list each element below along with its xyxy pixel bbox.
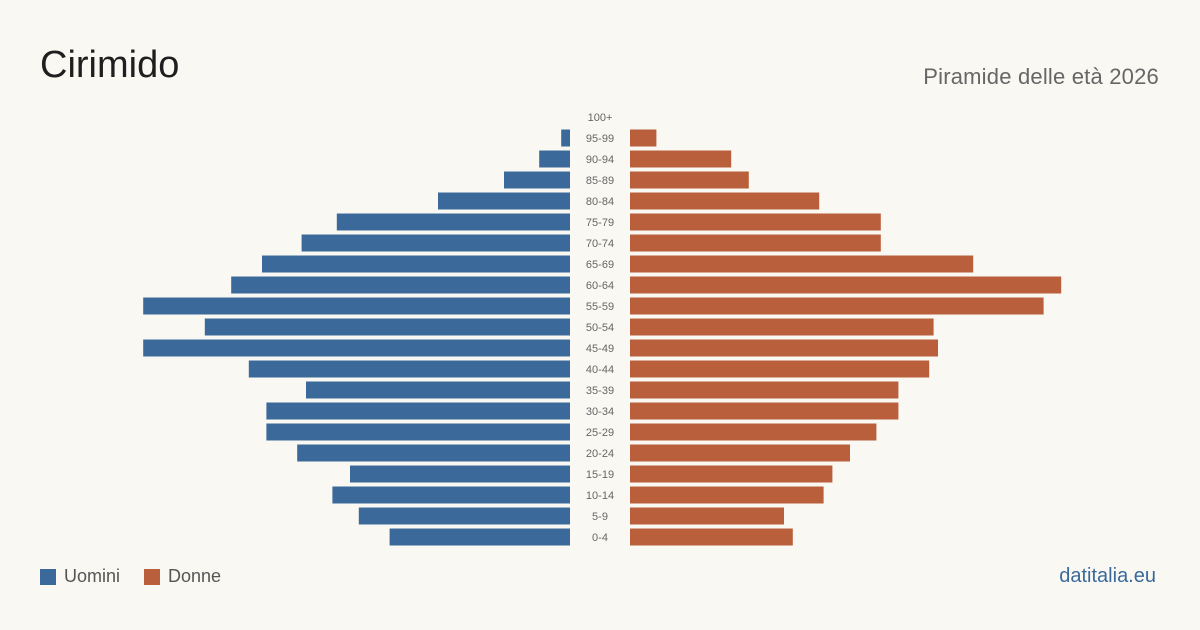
- legend: Uomini Donne: [40, 566, 245, 587]
- age-label-55-59: 55-59: [586, 301, 614, 313]
- bar-women-30-34: [630, 402, 899, 420]
- age-label-30-34: 30-34: [586, 406, 614, 418]
- bar-women-25-29: [630, 423, 877, 441]
- age-label-40-44: 40-44: [586, 364, 614, 376]
- bar-men-35-39: [306, 381, 570, 399]
- bar-men-5-9: [358, 507, 570, 525]
- age-label-95-99: 95-99: [586, 133, 614, 145]
- bar-women-55-59: [630, 297, 1044, 315]
- bar-women-90-94: [630, 150, 732, 168]
- age-label-100+: 100+: [588, 112, 613, 124]
- bar-men-0-4: [389, 528, 570, 546]
- bar-men-95-99: [561, 129, 570, 147]
- bar-men-80-84: [438, 192, 570, 210]
- age-label-20-24: 20-24: [586, 448, 614, 460]
- legend-label-women: Donne: [168, 566, 222, 586]
- age-label-90-94: 90-94: [586, 154, 614, 166]
- legend-item-men: Uomini: [40, 566, 120, 587]
- bar-men-60-64: [231, 276, 570, 294]
- age-label-5-9: 5-9: [592, 511, 608, 523]
- age-label-15-19: 15-19: [586, 469, 614, 481]
- bar-men-45-49: [143, 339, 570, 357]
- legend-swatch-women: [144, 568, 161, 585]
- age-label-10-14: 10-14: [586, 490, 614, 502]
- age-label-60-64: 60-64: [586, 280, 614, 292]
- bar-women-95-99: [630, 129, 657, 147]
- bar-women-15-19: [630, 465, 833, 483]
- legend-swatch-men: [40, 568, 56, 585]
- bar-women-75-79: [630, 213, 881, 231]
- chart-title: Cirimido: [40, 44, 180, 86]
- age-label-0-4: 0-4: [592, 532, 608, 544]
- bar-men-20-24: [297, 444, 570, 462]
- bar-men-50-54: [204, 318, 571, 336]
- bar-women-5-9: [630, 507, 784, 525]
- bar-women-40-44: [630, 360, 930, 378]
- age-label-45-49: 45-49: [586, 343, 614, 355]
- age-label-75-79: 75-79: [586, 217, 614, 229]
- age-label-50-54: 50-54: [586, 322, 614, 334]
- bar-men-85-89: [504, 171, 570, 189]
- age-label-85-89: 85-89: [586, 175, 614, 187]
- bar-men-70-74: [301, 234, 570, 252]
- bar-women-45-49: [630, 339, 938, 357]
- age-label-65-69: 65-69: [586, 259, 614, 271]
- age-label-25-29: 25-29: [586, 427, 614, 439]
- bar-men-15-19: [350, 465, 570, 483]
- age-label-80-84: 80-84: [586, 196, 614, 208]
- bar-women-20-24: [630, 444, 850, 462]
- age-label-35-39: 35-39: [586, 385, 614, 397]
- bar-men-40-44: [248, 360, 571, 378]
- age-label-70-74: 70-74: [586, 238, 614, 250]
- bar-women-60-64: [630, 276, 1062, 294]
- bar-men-90-94: [539, 150, 570, 168]
- bar-women-10-14: [630, 486, 824, 504]
- bar-men-75-79: [336, 213, 570, 231]
- bar-women-80-84: [630, 192, 820, 210]
- bar-men-25-29: [266, 423, 570, 441]
- legend-item-women: Donne: [144, 566, 221, 587]
- bar-men-30-34: [266, 402, 570, 420]
- chart-subtitle: Piramide delle età 2026: [923, 64, 1159, 89]
- bar-men-55-59: [143, 297, 570, 315]
- brand-link[interactable]: datitalia.eu: [1059, 565, 1156, 587]
- bar-men-65-69: [262, 255, 570, 273]
- legend-label-men: Uomini: [64, 566, 121, 586]
- bar-women-65-69: [630, 255, 974, 273]
- bar-women-35-39: [630, 381, 899, 399]
- bar-men-10-14: [332, 486, 570, 504]
- bar-women-70-74: [630, 234, 881, 252]
- bar-women-85-89: [630, 171, 749, 189]
- bar-women-0-4: [630, 528, 793, 546]
- bar-women-50-54: [630, 318, 934, 336]
